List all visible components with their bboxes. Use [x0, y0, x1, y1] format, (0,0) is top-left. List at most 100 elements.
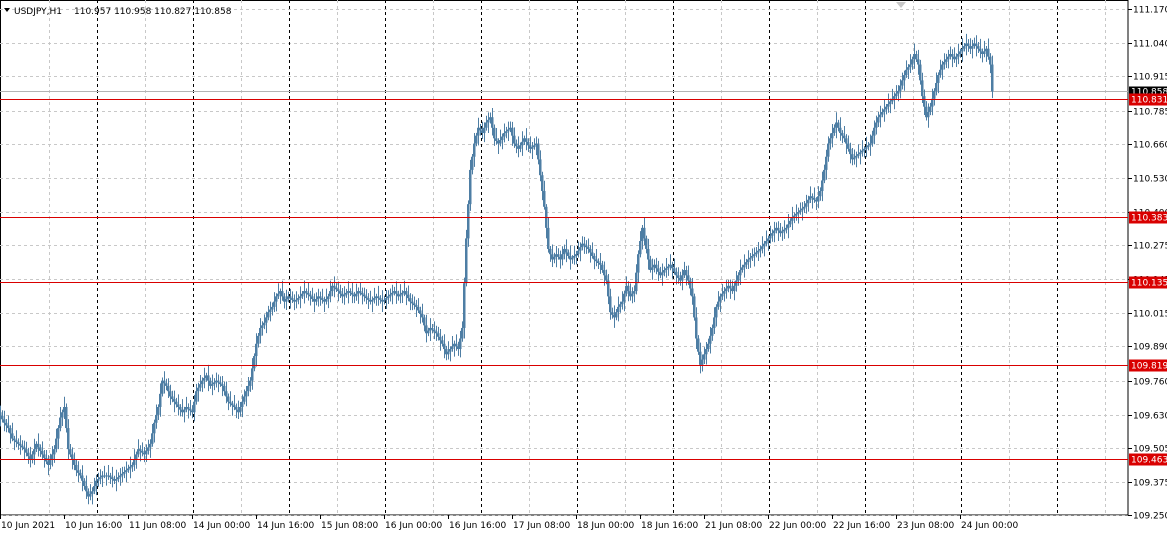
candle-body [407, 294, 410, 299]
candle-body [17, 442, 20, 444]
candle-body [481, 130, 484, 134]
candle-body [789, 220, 792, 225]
candle-body [937, 75, 940, 83]
candles [0, 33, 994, 505]
level-badge [1129, 453, 1167, 466]
candle-body [601, 264, 604, 271]
candle-body [605, 275, 608, 281]
x-tick-label: 17 Jun 08:00 [513, 521, 570, 531]
x-tick-label: 24 Jun 00:00 [961, 521, 1018, 531]
candle-body [203, 378, 206, 381]
candle-body [229, 401, 232, 404]
candle-body [225, 391, 228, 397]
candle-body [843, 135, 846, 139]
candle-body [423, 317, 426, 326]
candle-body [271, 306, 274, 310]
candle-body [695, 317, 698, 339]
candle-body [55, 438, 58, 450]
candle-body [293, 299, 296, 302]
candle-body [543, 190, 546, 207]
candle-body [901, 80, 904, 86]
candle-body [223, 385, 226, 392]
triangle-down-icon[interactable] [4, 8, 10, 12]
candle-body [49, 459, 52, 465]
candle-body [23, 447, 26, 450]
level-badge [1129, 359, 1167, 372]
candle-body [563, 248, 566, 255]
candle-body [663, 270, 666, 273]
candle-body [369, 299, 372, 302]
candle-body [751, 255, 754, 258]
candle-body [717, 301, 720, 307]
candle-body [249, 380, 252, 386]
candle-body [565, 248, 568, 253]
candle-body [737, 275, 740, 281]
candle-body [309, 294, 312, 297]
candle-body [5, 422, 8, 426]
candle-body [155, 414, 158, 423]
candle-body [399, 294, 402, 297]
candle-body [3, 419, 6, 423]
candle-body [801, 208, 804, 211]
x-tick-label: 14 Jun 16:00 [257, 521, 314, 531]
candle-body [767, 238, 770, 242]
candle-body [295, 299, 298, 302]
candle-body [195, 391, 198, 402]
candle-body [255, 343, 258, 357]
candle-body [35, 443, 38, 450]
candle-body [859, 152, 862, 155]
candle-body [449, 349, 452, 352]
candle-body [965, 43, 968, 47]
candle-body [95, 480, 98, 487]
candle-body [761, 246, 764, 249]
candle-body [199, 384, 202, 388]
candle-body [913, 54, 916, 60]
candle-body [267, 312, 270, 318]
candle-body [729, 285, 732, 289]
candle-body [847, 143, 850, 149]
candle-body [483, 127, 486, 134]
candle-body [419, 310, 422, 314]
level-label: 110.135 [1131, 279, 1167, 289]
candle-body [251, 368, 254, 381]
candle-body [723, 291, 726, 294]
candle-body [469, 169, 472, 205]
candle-body [353, 294, 356, 297]
candle-body [851, 154, 854, 160]
candle-body [833, 127, 836, 134]
candle-body [297, 298, 300, 300]
candle-body [313, 298, 316, 302]
candle-body [693, 296, 696, 318]
candle-body [819, 190, 822, 197]
candle-body [381, 299, 384, 302]
candle-body [871, 135, 874, 144]
candle-body [105, 475, 108, 477]
candle-body [165, 383, 168, 386]
candle-body [497, 140, 500, 144]
candle-body [285, 298, 288, 302]
candle-body [129, 466, 132, 469]
candle-body [429, 327, 432, 331]
candle-body [699, 351, 702, 365]
candle-body [733, 285, 736, 292]
candle-body [345, 292, 348, 295]
candle-body [87, 491, 90, 497]
candle-body [321, 298, 324, 300]
candle-body [921, 80, 924, 97]
candle-body [949, 54, 952, 57]
candle-body [815, 199, 818, 202]
candle-body [915, 54, 918, 60]
candle-body [957, 54, 960, 57]
candle-body [221, 384, 224, 386]
candle-body [755, 252, 758, 255]
candle-body [15, 440, 18, 443]
candle-body [783, 229, 786, 232]
candle-body [115, 478, 118, 481]
candle-body [555, 254, 558, 257]
candle-body [121, 473, 124, 476]
candle-body [757, 250, 760, 253]
candle-body [135, 454, 138, 460]
candle-body [537, 143, 540, 160]
